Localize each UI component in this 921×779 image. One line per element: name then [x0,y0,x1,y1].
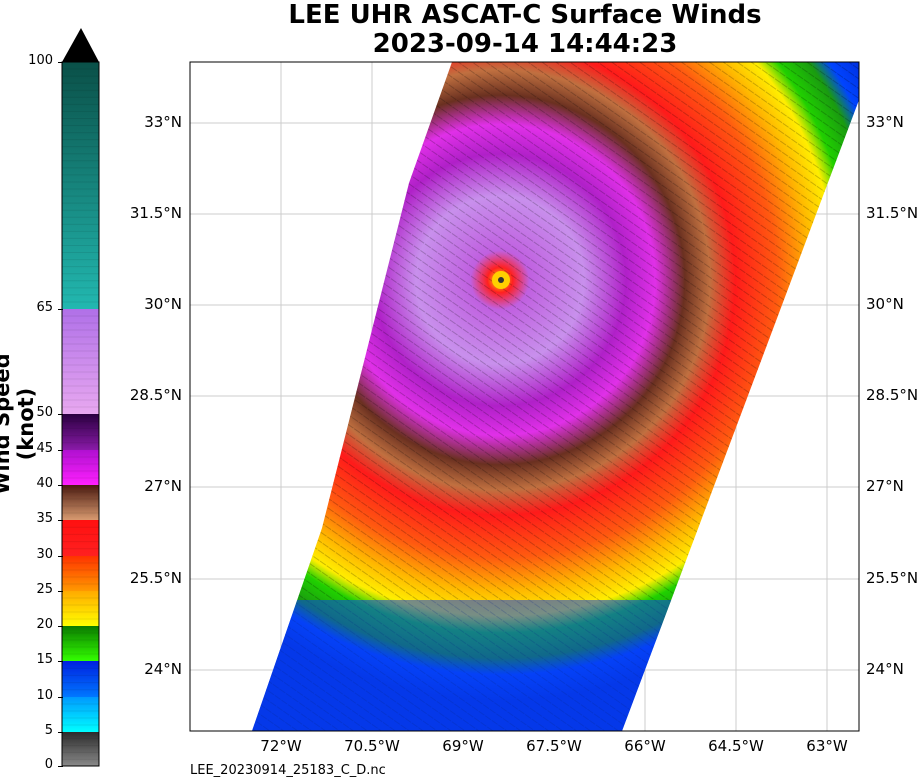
colorbar-tick [58,485,63,486]
colorbar-tick [58,732,63,733]
colorbar-tick [58,697,63,698]
lat-label-right: 27°N [866,477,904,495]
colorbar-tick-label: 40 [36,476,53,491]
lon-label: 69°W [442,737,484,755]
colorbar-tick-label: 0 [44,757,53,772]
lat-label-left: 28.5°N [129,386,182,404]
colorbar-tick-label: 50 [36,405,53,420]
lon-label: 72°W [260,737,302,755]
colorbar-tick [58,414,63,415]
lon-label: 66°W [624,737,666,755]
colorbar-tick-label: 30 [36,547,53,562]
colorbar-tick-label: 35 [36,511,53,526]
colorbar-tick-label: 100 [28,53,53,68]
lon-label: 64.5°W [708,737,764,755]
lat-label-right: 25.5°N [866,569,919,587]
lon-label: 67.5°W [526,737,582,755]
colorbar-tick-label: 45 [36,441,53,456]
colorbar-tick [58,626,63,627]
colorbar-tick [58,62,63,63]
lat-label-right: 28.5°N [866,386,919,404]
colorbar-tick [58,591,63,592]
colorbar-tick-label: 15 [36,652,53,667]
colorbar-tick-label: 20 [36,617,53,632]
colorbar-tick-label: 10 [36,688,53,703]
lon-label: 70.5°W [344,737,400,755]
lat-label-left: 33°N [144,113,182,131]
lat-label-left: 24°N [144,660,182,678]
filename: LEE_20230914_25183_C_D.nc [190,763,386,778]
colorbar-tick-label: 65 [36,300,53,315]
lat-label-right: 30°N [866,295,904,313]
lat-label-left: 25.5°N [129,569,182,587]
lat-label-left: 31.5°N [129,204,182,222]
colorbar-tick [58,520,63,521]
colorbar-tick [58,556,63,557]
colorbar-tick [58,766,63,767]
lon-label: 63°W [806,737,848,755]
lat-label-left: 27°N [144,477,182,495]
chart-subtitle: 2023-09-14 14:44:23 [372,29,678,59]
lat-label-right: 33°N [866,113,904,131]
colorbar-tick [58,661,63,662]
colorbar-tick-label: 25 [36,582,53,597]
lat-label-right: 31.5°N [866,204,919,222]
lat-label-right: 24°N [866,660,904,678]
colorbar-tick [58,450,63,451]
colorbar-tick-label: 5 [44,723,53,738]
chart-title: LEE UHR ASCAT-C Surface Winds [288,0,762,30]
colorbar-tick [58,309,63,310]
lat-label-left: 30°N [144,295,182,313]
